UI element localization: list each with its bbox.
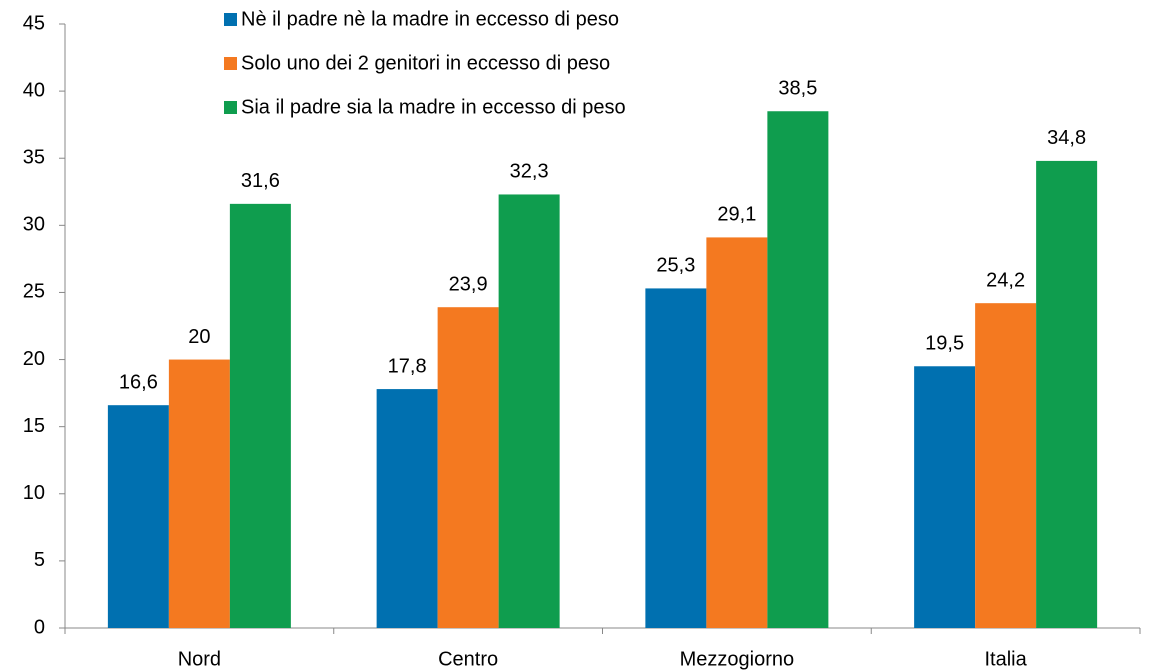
y-tick-label: 15 (23, 415, 45, 437)
value-label: 34,8 (1047, 127, 1086, 149)
value-label: 38,5 (778, 78, 817, 100)
legend-label: Sia il padre sia la madre in eccesso di … (241, 96, 626, 118)
x-tick-label: Italia (985, 648, 1028, 670)
y-tick-label: 35 (23, 147, 45, 169)
y-tick-label: 10 (23, 482, 45, 504)
y-tick-label: 25 (23, 281, 45, 303)
y-tick-label: 0 (34, 616, 45, 638)
bar (498, 194, 560, 628)
value-label: 17,8 (388, 355, 427, 377)
legend-swatch (224, 13, 237, 26)
value-label: 31,6 (241, 170, 280, 192)
bar (645, 288, 707, 628)
bar (168, 359, 230, 628)
x-tick-label: Mezzogiorno (680, 648, 795, 670)
legend-label: Solo uno dei 2 genitori in eccesso di pe… (241, 52, 610, 74)
bar (437, 307, 499, 628)
y-tick-label: 30 (23, 214, 45, 236)
bar (767, 111, 829, 628)
y-tick-label: 5 (34, 549, 45, 571)
bar (1036, 160, 1098, 628)
legend-swatch (224, 101, 237, 114)
x-tick-label: Nord (178, 648, 221, 670)
legend-swatch (224, 57, 237, 70)
bar (706, 237, 768, 628)
value-label: 29,1 (717, 204, 756, 226)
y-tick-label: 40 (23, 79, 45, 101)
x-tick-label: Centro (438, 648, 498, 670)
value-label: 24,2 (986, 269, 1025, 291)
bar (229, 203, 291, 628)
value-label: 19,5 (925, 333, 964, 355)
bar (376, 389, 438, 628)
legend-label: Nè il padre nè la madre in eccesso di pe… (241, 8, 619, 30)
y-tick-label: 20 (23, 348, 45, 370)
bar (107, 405, 169, 628)
value-label: 20 (188, 326, 210, 348)
value-label: 16,6 (119, 371, 158, 393)
value-label: 32,3 (510, 161, 549, 183)
bar (914, 366, 976, 628)
bar (975, 303, 1037, 628)
y-tick-label: 45 (23, 12, 45, 34)
value-label: 23,9 (449, 273, 488, 295)
value-label: 25,3 (656, 255, 695, 277)
